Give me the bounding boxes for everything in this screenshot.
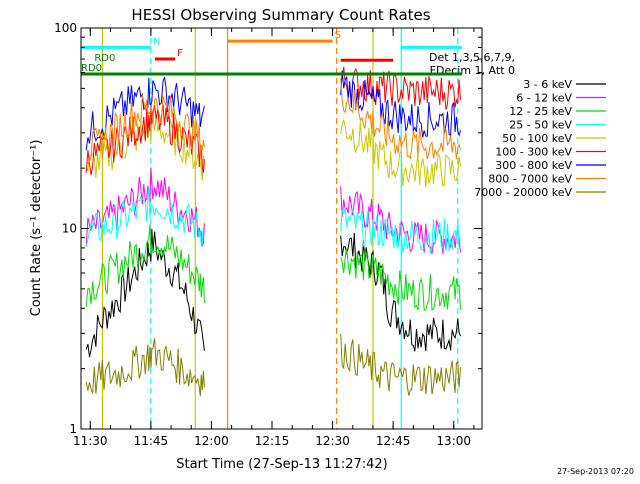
x-tick-label-2: 12:00	[194, 434, 229, 448]
series-9-trace-1	[340, 333, 461, 396]
annotation-label-2: S	[335, 30, 341, 41]
annotation-label-4: RD0	[81, 63, 102, 74]
chart-title: HESSI Observing Summary Count Rates	[131, 6, 430, 24]
series-2-trace-1	[340, 186, 461, 255]
timestamp: 27-Sep-2013 07:20	[557, 467, 634, 476]
annotation-label-1: F	[177, 48, 183, 59]
legend-label-2: 6 - 12 keV	[516, 92, 572, 105]
legend-label-9: 7000 - 20000 keV	[474, 186, 572, 199]
series-7	[85, 70, 461, 151]
x-tick-label-5: 12:45	[376, 434, 411, 448]
series-4-trace-0	[85, 186, 205, 247]
y-tick-label-1: 10	[62, 222, 77, 236]
series-4-trace-1	[340, 208, 461, 254]
legend-header-line-1: Det 1,3,5,6,7,9,	[429, 51, 515, 64]
legend-label-6: 100 - 300 keV	[495, 146, 572, 159]
series-1	[85, 229, 461, 358]
series-7-trace-1	[340, 70, 461, 138]
annotation-label-3: RD0	[94, 53, 115, 64]
x-tick-label-6: 13:00	[436, 434, 471, 448]
series-1-trace-0	[85, 229, 205, 358]
series-5	[85, 111, 461, 188]
legend-label-5: 50 - 100 keV	[502, 132, 572, 145]
series-6	[85, 66, 461, 176]
series-1-trace-1	[340, 232, 461, 352]
series-9-trace-0	[85, 338, 205, 397]
series-3	[85, 224, 461, 311]
series-9	[85, 333, 461, 397]
x-ticks: 11:30 11:45 12:00 12:15 12:30 12:45 13:00	[73, 28, 475, 448]
series-6-trace-1	[340, 66, 461, 110]
annotation-label-0: N	[153, 36, 160, 47]
legend-label-4: 25 - 50 keV	[509, 119, 572, 132]
plot-frame	[80, 27, 483, 430]
x-tick-label-4: 12:30	[315, 434, 350, 448]
series-3-trace-0	[85, 224, 205, 307]
series-6-trace-0	[85, 102, 205, 176]
x-tick-label-0: 11:30	[73, 434, 108, 448]
legend-label-8: 800 - 7000 keV	[488, 173, 572, 186]
series-7-trace-0	[85, 76, 205, 151]
x-axis-label: Start Time (27-Sep-13 11:27:42)	[176, 457, 387, 472]
series-8-trace-0	[85, 94, 205, 166]
series-8-trace-1	[340, 78, 461, 160]
legend-label-3: 12 - 25 keV	[509, 105, 572, 118]
legend-label-7: 300 - 800 keV	[495, 159, 572, 172]
x-tick-label-1: 11:45	[134, 434, 169, 448]
series-4	[85, 186, 461, 254]
series-3-trace-1	[340, 248, 461, 311]
y-axis-label: Count Rate (s⁻¹ detector⁻¹)	[29, 140, 44, 317]
x-tick-label-3: 12:15	[255, 434, 290, 448]
series-8	[85, 78, 461, 166]
y-tick-label-2: 100	[54, 21, 77, 35]
legend-label-1: 3 - 6 keV	[523, 78, 572, 91]
y-tick-label-0: 1	[69, 422, 77, 436]
series-5-trace-1	[340, 118, 461, 188]
